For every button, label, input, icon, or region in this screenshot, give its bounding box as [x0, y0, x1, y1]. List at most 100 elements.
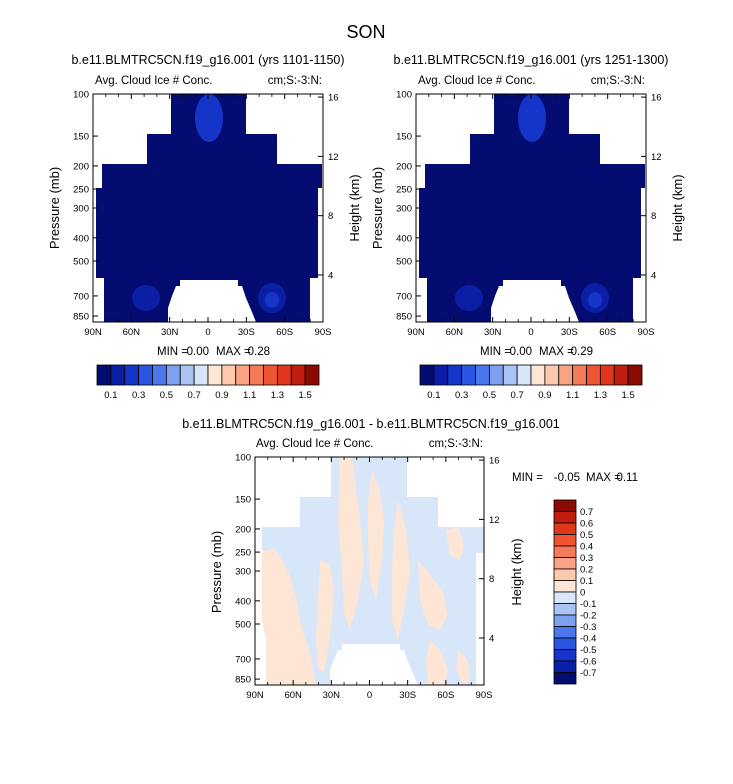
- panel-right-y2-axis: 16 12 8 4: [641, 93, 662, 281]
- y-tick-label: 150: [235, 495, 251, 506]
- panel-diff-title: b.e11.BLMTRC5CN.f19_g16.001 - b.e11.BLMT…: [182, 417, 560, 431]
- colorbar-diff-box: [553, 637, 577, 650]
- panel-diff-max-label: MAX =: [586, 472, 621, 484]
- colorbar-box: [599, 364, 615, 386]
- y-tick-label: 200: [396, 161, 412, 172]
- y-tick-label: 200: [73, 161, 89, 172]
- panel-left-ylabel: Pressure (mb): [47, 167, 62, 249]
- colorbar-label: 1.5: [299, 390, 312, 401]
- y2-tick-label: 8: [489, 574, 494, 585]
- panel-right-field: [419, 94, 645, 322]
- y2-tick-label: 16: [489, 456, 500, 467]
- x-tick-label: 30S: [399, 690, 416, 701]
- y-tick-label: 400: [73, 233, 89, 244]
- colorbar-diff-box: [553, 649, 577, 662]
- panel-left-left-string: Avg. Cloud Ice # Conc.: [95, 75, 212, 87]
- colorbar-box: [235, 364, 251, 386]
- panel-left-blob-left: [132, 285, 160, 311]
- figure-title: SON: [346, 22, 385, 42]
- colorbar-diff-label: -0.7: [580, 668, 596, 679]
- colorbar-right: 0.1 0.3 0.5 0.7 0.9 1.1 1.3 1.5: [419, 364, 643, 401]
- panel-diff-positive-band1: [316, 560, 334, 672]
- y-tick-label: 300: [235, 567, 251, 578]
- y-tick-label: 300: [73, 204, 89, 215]
- colorbar-diff-label: 0.2: [580, 565, 593, 576]
- panel-right-blob-left: [455, 285, 483, 311]
- x-tick-label: 90N: [84, 327, 102, 338]
- colorbar-label: 0.5: [483, 390, 496, 401]
- panel-left-max-label: MAX =: [216, 346, 251, 358]
- panel-left-right-string: cm;S:-3:N:: [268, 75, 322, 87]
- colorbar-box: [207, 364, 223, 386]
- x-tick-label: 30S: [238, 327, 255, 338]
- y-tick-label: 850: [73, 312, 89, 323]
- panel-right-ylabel: Pressure (mb): [370, 167, 385, 249]
- panel-left-blob-top: [195, 94, 223, 142]
- colorbar-diff-box: [553, 603, 577, 616]
- panel-diff-min-value: -0.05: [554, 472, 580, 484]
- colorbar-label: 0.1: [427, 390, 440, 401]
- colorbar-diff-label: -0.1: [580, 599, 596, 610]
- y-tick-label: 700: [73, 291, 89, 302]
- panel-diff-y-axis: 100 150 200 250 300 400 500 700 850: [235, 453, 260, 686]
- colorbar-label: 0.1: [104, 390, 117, 401]
- y2-tick-label: 4: [489, 633, 494, 644]
- panel-right-blob-top: [518, 94, 546, 142]
- panel-diff-positive-east2: [418, 560, 448, 630]
- x-tick-label: 30N: [161, 327, 179, 338]
- panel-diff-positive-east4: [426, 640, 448, 685]
- panel-diff-ylabel: Pressure (mb): [209, 531, 224, 613]
- colorbar-diff-box: [553, 534, 577, 547]
- colorbar-box: [96, 364, 112, 386]
- colorbar-left: 0.1 0.3 0.5 0.7 0.9 1.1 1.3 1.5: [96, 364, 320, 401]
- colorbar-diff-label: 0.4: [580, 542, 593, 553]
- panel-diff-positive-west: [262, 548, 316, 685]
- y-tick-label: 150: [73, 132, 89, 143]
- panel-right: b.e11.BLMTRC5CN.f19_g16.001 (yrs 1251-13…: [370, 53, 685, 358]
- colorbar-box: [165, 364, 181, 386]
- colorbar-box: [249, 364, 264, 386]
- panel-right-right-string: cm;S:-3:N:: [591, 75, 645, 87]
- panel-diff-positive-east3: [446, 527, 464, 560]
- x-tick-label: 60N: [123, 327, 141, 338]
- y-tick-label: 100: [235, 453, 251, 464]
- colorbar-box: [304, 364, 320, 386]
- panel-left-y-axis: 100 150 200 250 300 400 500 700 850: [73, 90, 98, 323]
- colorbar-diff-box: [553, 557, 577, 570]
- x-tick-label: 90S: [476, 690, 493, 701]
- colorbar-box: [138, 364, 153, 386]
- panel-diff-positive-mid: [338, 457, 364, 630]
- y-tick-label: 400: [396, 233, 412, 244]
- y2-tick-label: 12: [489, 515, 500, 526]
- panel-diff-left-string: Avg. Cloud Ice # Conc.: [256, 438, 373, 450]
- y2-tick-label: 8: [651, 211, 656, 222]
- y-tick-label: 500: [235, 620, 251, 631]
- y-tick-label: 500: [396, 257, 412, 268]
- colorbar-diff-label: -0.4: [580, 634, 596, 645]
- colorbar-diff-label: 0.5: [580, 530, 593, 541]
- colorbar-box: [530, 364, 546, 386]
- y2-tick-label: 16: [651, 93, 662, 104]
- panel-left-y2-axis: 16 12 8 4: [318, 93, 339, 281]
- panel-right-field-main: [419, 94, 645, 322]
- colorbar-label: 1.5: [622, 390, 635, 401]
- colorbar-diff-label: -0.5: [580, 645, 596, 656]
- y-tick-label: 700: [235, 654, 251, 665]
- x-tick-label: 0: [528, 327, 533, 338]
- colorbar-diff-label: -0.3: [580, 622, 596, 633]
- colorbar-box: [627, 364, 643, 386]
- x-tick-label: 90N: [246, 690, 264, 701]
- colorbar-diff-box: [553, 660, 577, 673]
- colorbar-box: [447, 364, 463, 386]
- panel-right-x-axis: 90N 60N 30N 0 30S 60S 90S: [407, 94, 654, 338]
- colorbar-box: [124, 364, 140, 386]
- colorbar-label: 0.9: [538, 390, 551, 401]
- colorbar-label: 0.3: [455, 390, 468, 401]
- x-tick-label: 60S: [437, 690, 454, 701]
- panel-left-min-label: MIN =: [157, 346, 188, 358]
- panel-right-y-axis: 100 150 200 250 300 400 500 700 850: [396, 90, 421, 323]
- y-tick-label: 700: [396, 291, 412, 302]
- colorbar-diff-box: [553, 511, 577, 524]
- panel-diff-positive-east1: [392, 500, 410, 640]
